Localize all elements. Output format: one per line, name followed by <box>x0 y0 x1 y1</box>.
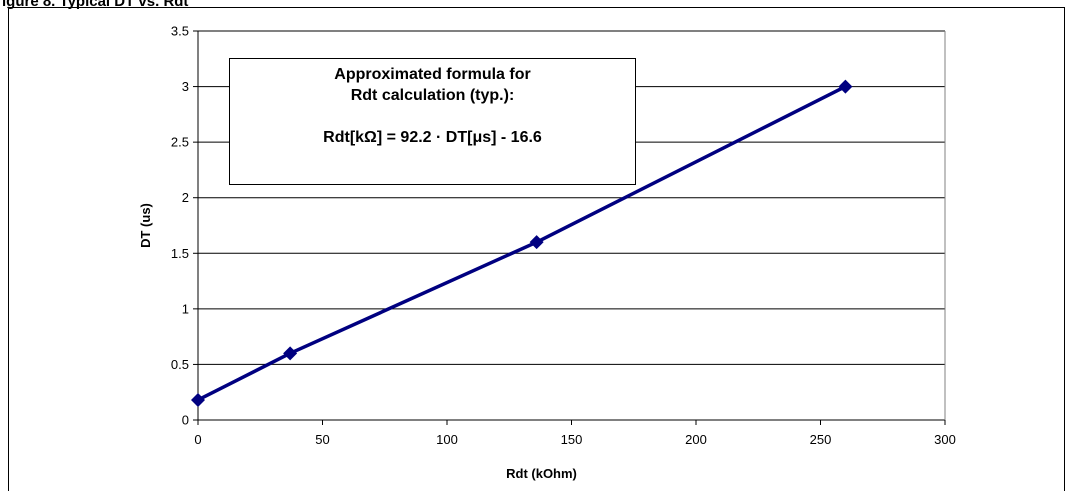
axes <box>193 30 946 425</box>
y-tick-labels: 0 0.5 1 1.5 2 2.5 3 3.5 <box>171 24 189 428</box>
formula-annotation-box: Approximated formula for Rdt calculation… <box>229 58 636 185</box>
data-point-marker <box>283 346 298 361</box>
x-tick-label: 200 <box>685 432 707 447</box>
figure-frame <box>8 7 1065 491</box>
y-tick-label: 2.5 <box>171 135 189 150</box>
x-tick-label: 250 <box>810 432 832 447</box>
y-tick-label: 0.5 <box>171 357 189 372</box>
y-axis-title: DT (us) <box>138 203 153 248</box>
data-point-marker <box>838 79 853 94</box>
x-tick-labels: 0 50 100 150 200 250 300 <box>194 432 955 447</box>
x-tick-label: 150 <box>561 432 583 447</box>
y-tick-label: 1 <box>182 301 189 316</box>
annotation-line-1: Approximated formula for <box>334 66 531 83</box>
y-tick-label: 0 <box>182 413 189 428</box>
x-tick-label: 50 <box>315 432 329 447</box>
annotation-formula: Rdt[kΩ] = 92.2 · DT[μs] - 16.6 <box>323 129 542 146</box>
x-tick-label: 0 <box>194 432 201 447</box>
data-point-marker <box>191 392 205 407</box>
series-group <box>191 79 853 407</box>
annotation-line-2: Rdt calculation (typ.): <box>350 87 515 104</box>
x-tick-label: 300 <box>934 432 956 447</box>
series-line <box>197 85 847 402</box>
y-tick-label: 1.5 <box>171 246 189 261</box>
figure-caption: igure 8. Typical DT vs. Rdt <box>2 0 189 10</box>
y-tick-label: 3.5 <box>171 24 189 39</box>
x-axis-title: Rdt (kOhm) <box>506 466 577 481</box>
data-point-marker <box>529 235 544 250</box>
y-tick-label: 2 <box>182 190 189 205</box>
x-tick-label: 100 <box>436 432 458 447</box>
y-tick-label: 3 <box>182 79 189 94</box>
